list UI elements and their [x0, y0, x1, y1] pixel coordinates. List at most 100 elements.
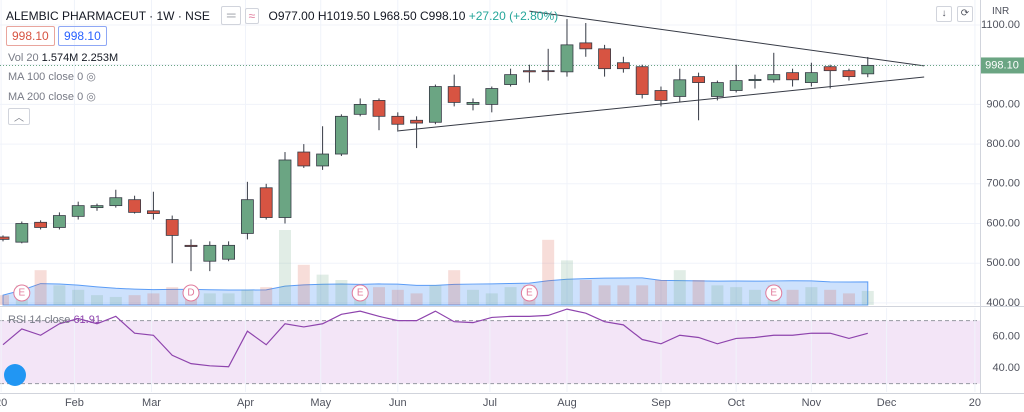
candle-body: [90, 205, 104, 209]
candle-body: [353, 104, 367, 115]
o-label: O977.00: [268, 9, 315, 23]
volume-bar: [542, 239, 555, 305]
candle-body: [710, 82, 724, 97]
candle-body: [316, 153, 329, 167]
volume-bar: [372, 287, 385, 305]
x-tick-label: May: [310, 397, 331, 409]
volume-bar: [34, 270, 47, 305]
volume-bar: [297, 264, 310, 305]
candle-body: [560, 44, 574, 73]
x-tick-label: Oct: [728, 397, 745, 409]
candle-body: [34, 221, 48, 228]
x-tick-label: Aug: [557, 397, 577, 409]
candle-body: [541, 70, 555, 73]
candle-body: [748, 78, 762, 81]
exchange: NSE: [185, 9, 210, 23]
ask[interactable]: 998.10: [58, 26, 107, 46]
x-tick-label: Jul: [483, 397, 497, 409]
candle-body: [71, 205, 85, 217]
h-label: H1019.50: [317, 9, 370, 23]
event-marker[interactable]: [182, 284, 200, 302]
candle-body: [861, 65, 875, 75]
candle-body: [53, 215, 66, 228]
candle-body: [635, 66, 649, 95]
volume-bar: [617, 285, 630, 305]
event-marker[interactable]: [520, 284, 538, 302]
bid[interactable]: 998.10: [6, 26, 55, 46]
last-price-box: [981, 57, 1024, 74]
eye-icon[interactable]: ◎: [86, 71, 96, 83]
vol-last: 1.574M: [41, 52, 79, 64]
candle-body: [692, 76, 705, 83]
candle-body: [786, 72, 799, 81]
candle-body: [616, 62, 630, 70]
symbol: ALEMBIC PHARMACEUT: [6, 9, 146, 23]
candle-body: [240, 199, 254, 234]
candle-body: [109, 197, 123, 207]
event-marker[interactable]: [765, 284, 783, 302]
event-label: E: [770, 288, 777, 299]
candle-body: [222, 244, 235, 260]
candle-body: [504, 74, 517, 85]
candle-body: [203, 244, 217, 262]
ma200-legend: MA 200 close 0 ◎: [8, 90, 96, 103]
collapse-btn[interactable]: ︿: [8, 108, 30, 125]
volume-bar: [0, 295, 10, 305]
candle-body: [184, 244, 198, 247]
volume-bar: [147, 293, 160, 305]
vol-name: Vol 20: [8, 52, 39, 64]
event-marker[interactable]: [351, 284, 369, 302]
event-marker[interactable]: [13, 284, 31, 302]
compare-btn[interactable]: ＝: [221, 6, 242, 25]
volume-bar: [636, 285, 649, 305]
event-label: E: [18, 288, 25, 299]
candle-body: [598, 48, 611, 70]
candle-body: [842, 70, 856, 78]
candle-body: [428, 86, 442, 123]
candle-body: [391, 115, 405, 125]
ma100-legend: MA 100 close 0 ◎: [8, 70, 96, 83]
volume-bar: [466, 289, 479, 305]
candle-body: [654, 90, 668, 101]
logo[interactable]: [4, 364, 26, 386]
rsi-last: 61.91: [73, 314, 101, 326]
volume-bar: [824, 289, 837, 305]
candle-body: [278, 159, 292, 218]
rsi-legend: RSI 14 close 61.91: [8, 314, 101, 326]
volume-bar: [730, 287, 743, 305]
x-tick-label: Jun: [389, 397, 407, 409]
interval: 1W: [156, 9, 175, 23]
volume-bar: [316, 274, 329, 305]
reset-btn[interactable]: ⟳: [957, 6, 973, 22]
candle-body: [297, 151, 311, 167]
volume-bar: [579, 280, 592, 305]
l-label: L968.50: [373, 9, 417, 23]
volume-bar: [654, 280, 667, 305]
y-tick-label: 1100.00: [981, 19, 1020, 31]
bars-btn[interactable]: ≈: [244, 8, 260, 24]
scroll-btn[interactable]: ↓: [936, 6, 952, 22]
trendline: [529, 10, 925, 67]
volume-bar: [504, 287, 517, 305]
volume-bar: [278, 230, 291, 305]
x-tick-label: Feb: [65, 397, 84, 409]
y-tick-label: 500.00: [986, 257, 1020, 269]
y-tick-label: 900.00: [986, 98, 1020, 110]
rsi-tick-label: 60.00: [992, 330, 1020, 342]
x-tick-label: 20: [969, 397, 981, 409]
ma100: MA 100 close 0: [8, 71, 84, 83]
rsi-line: [2, 308, 868, 368]
volume-bar: [692, 280, 705, 305]
volume-bar: [842, 293, 855, 305]
volume-bar: [391, 289, 404, 305]
vol-ma: 2.253M: [81, 52, 119, 64]
candle-body: [466, 102, 480, 105]
eye-icon[interactable]: ◎: [86, 91, 96, 103]
candle-body: [147, 210, 160, 214]
x-tick-label: Dec: [877, 397, 897, 409]
y-tick-label: 800.00: [986, 138, 1020, 150]
candle-body: [823, 66, 837, 72]
y-tick-label: 400.00: [986, 297, 1020, 309]
